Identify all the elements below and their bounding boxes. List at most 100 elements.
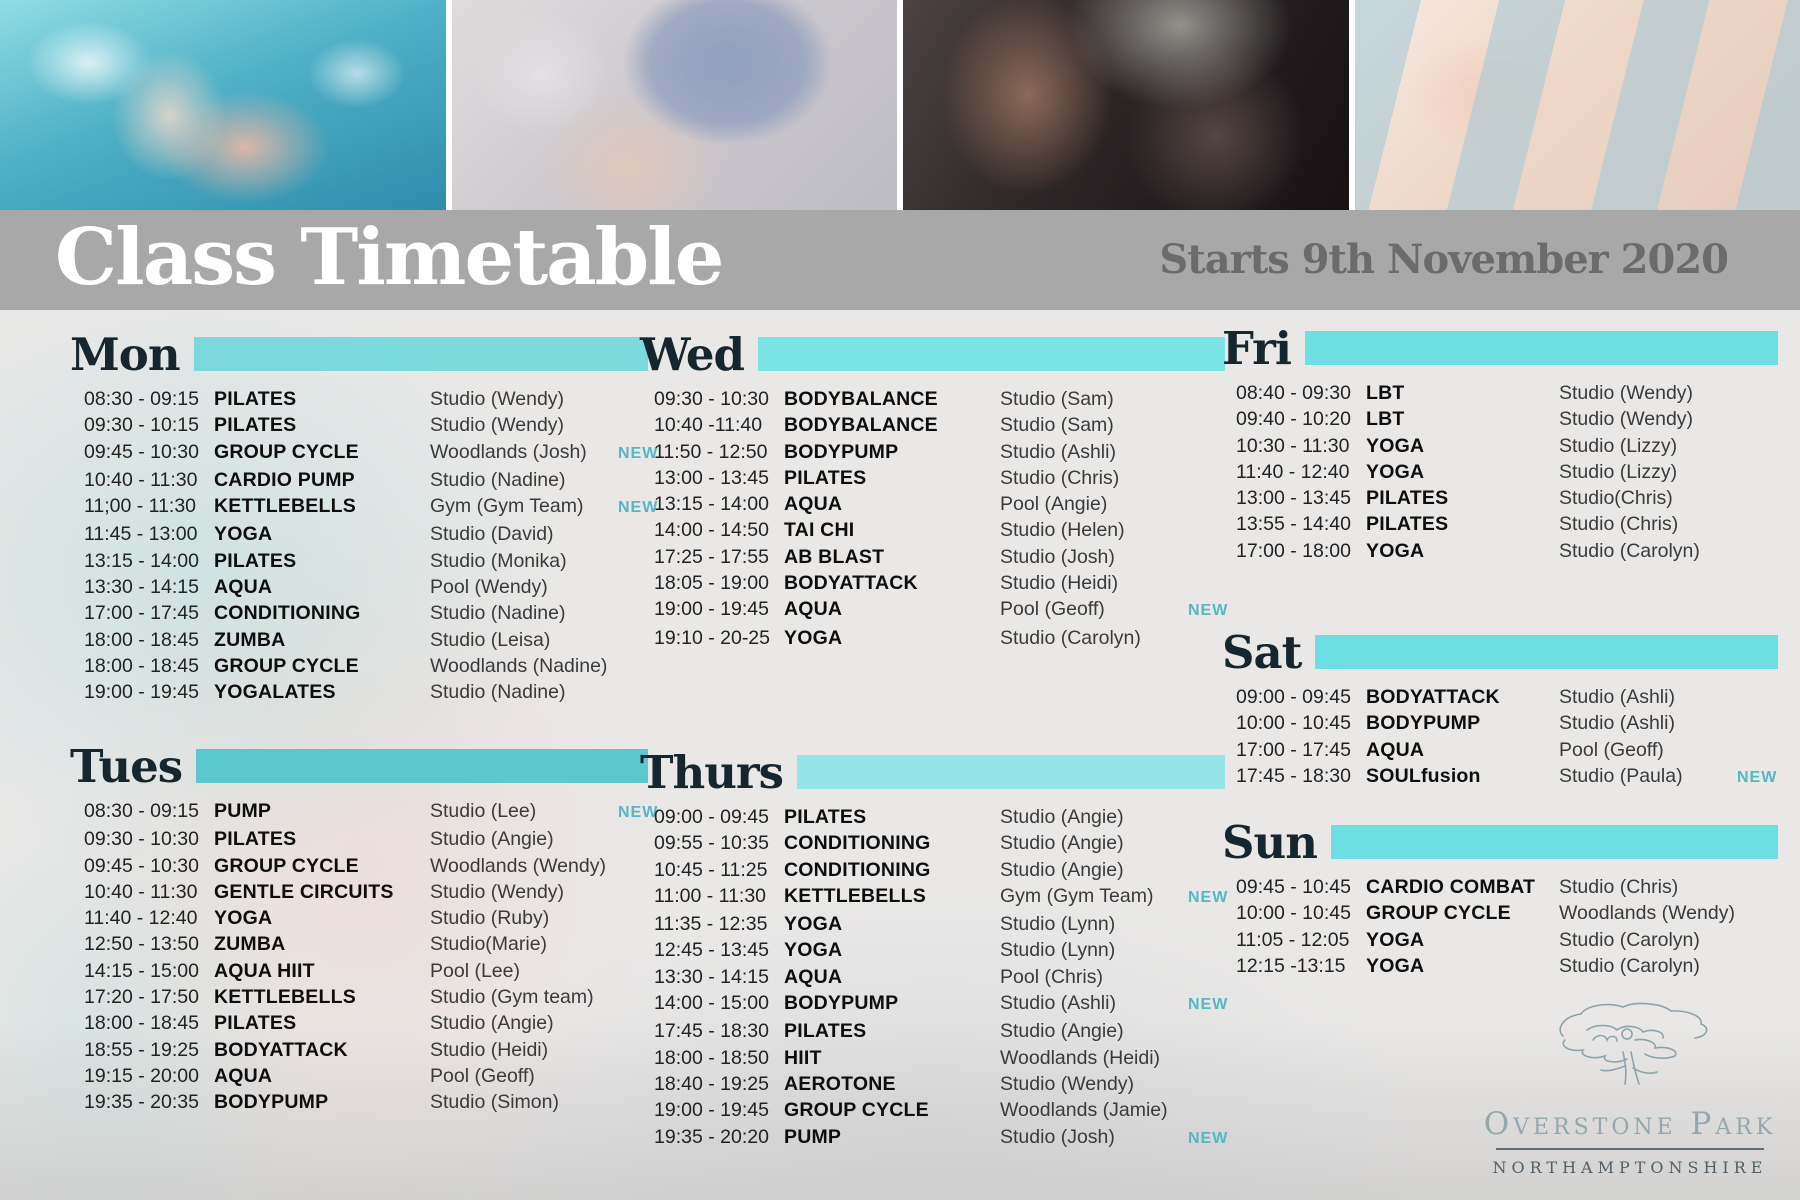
- class-name: YOGA: [1366, 539, 1425, 562]
- class-location: Studio (Wendy): [1559, 382, 1694, 404]
- day-header: Sun: [1222, 816, 1778, 869]
- class-location: Studio (Ashli): [1000, 992, 1116, 1015]
- class-location: Studio (Carolyn): [1559, 928, 1700, 951]
- logo-title: Overstone Park: [1483, 1106, 1777, 1142]
- class-location: Studio (Angie): [430, 1012, 554, 1035]
- class-time: 17:45 - 18:30: [654, 1020, 769, 1043]
- class-row: 10:00 - 10:45 BODYPUMP Studio (Ashli): [1236, 710, 1778, 736]
- new-badge: NEW: [618, 499, 659, 517]
- class-time: 19:00 - 19:45: [654, 1099, 769, 1122]
- tree-sketch-icon: [1559, 1002, 1708, 1085]
- class-location: Studio (Wendy): [1559, 408, 1694, 431]
- class-location: Studio (Wendy): [430, 880, 565, 903]
- class-time: 11:40 - 12:40: [84, 907, 198, 930]
- class-time: 14:00 - 14:50: [654, 519, 769, 542]
- class-time: 18:00 - 18:45: [84, 654, 199, 677]
- class-row: 12:15 -13:15 YOGA Studio (Carolyn): [1236, 953, 1778, 979]
- class-location: Studio (Nadine): [430, 602, 566, 625]
- day-rows: 09:00 - 09:45 PILATES Studio (Angie) 09:55 …: [640, 804, 1227, 1152]
- class-name: PILATES: [784, 466, 867, 489]
- day-section-tues: Tues 08:30 - 09:15 PUMP Studio (Lee) NEW 09:3…: [70, 739, 657, 1116]
- day-section-mon: Mon 08:30 - 09:15 PILATES Studio (Wendy) 09:…: [70, 328, 657, 706]
- class-row: 10:45 - 11:25 CONDITIONING Studio (Angie): [654, 857, 1225, 883]
- class-time: 13:00 - 13:45: [654, 466, 769, 489]
- class-row: 19:15 - 20:00 AQUA Pool (Geoff): [84, 1063, 648, 1089]
- class-location: Studio (Heidi): [1000, 572, 1119, 595]
- class-row: 10:40 - 11:30 GENTLE CIRCUITS Studio (Wend…: [84, 879, 648, 905]
- class-time: 19:00 - 19:45: [84, 681, 199, 704]
- class-row: 18:00 - 18:45 ZUMBA Studio (Leisa): [84, 627, 648, 653]
- day-label: Thurs: [640, 745, 784, 799]
- class-time: 19:35 - 20:20: [654, 1125, 769, 1148]
- class-row: 13:55 - 14:40 PILATES Studio (Chris): [1236, 511, 1778, 537]
- class-time: 09:30 - 10:30: [654, 388, 769, 410]
- overstone-park-logo: Overstone Park NORTHAMPTONSHIRE: [1465, 1000, 1795, 1177]
- class-location: Studio (Wendy): [1000, 1072, 1135, 1095]
- day-label: Tues: [70, 739, 183, 793]
- new-badge: NEW: [1188, 1129, 1229, 1147]
- class-name: PILATES: [1366, 487, 1449, 510]
- class-location: Woodlands (Jamie): [1000, 1099, 1168, 1122]
- class-time: 10:45 - 11:25: [654, 858, 768, 881]
- class-location: Studio (Wendy): [430, 414, 565, 437]
- class-name: KETTLEBELLS: [784, 884, 926, 907]
- day-section-sat: Sat 09:00 - 09:45 BODYATTACK Studio (Ashli)…: [1222, 625, 1778, 791]
- start-date: Starts 9th November 2020: [1159, 236, 1729, 283]
- day-section-sun: Sun 09:45 - 10:45 CARDIO COMBAT Studio (Chr…: [1222, 816, 1778, 979]
- class-name: PILATES: [784, 1020, 867, 1043]
- day-label: Sat: [1222, 625, 1302, 679]
- class-location: Studio (Wendy): [430, 388, 565, 410]
- class-name: PUMP: [784, 1125, 842, 1148]
- class-row: 19:35 - 20:35 BODYPUMP Studio (Simon): [84, 1089, 648, 1115]
- class-location: Studio (Gym team): [430, 986, 594, 1009]
- class-location: Pool (Geoff): [1000, 598, 1105, 621]
- class-location: Studio (Ashli): [1559, 686, 1675, 708]
- class-time: 18:00 - 18:50: [654, 1046, 769, 1069]
- class-location: Studio (Angie): [1000, 832, 1124, 855]
- class-time: 11:50 - 12:50: [654, 440, 768, 463]
- class-time: 13:15 - 14:00: [654, 493, 769, 516]
- class-location: Studio (Josh): [1000, 1125, 1115, 1148]
- class-row: 19:00 - 19:45 YOGALATES Studio (Nadine): [84, 679, 648, 705]
- class-name: PILATES: [214, 549, 297, 572]
- class-time: 09:45 - 10:30: [84, 854, 199, 877]
- class-name: AQUA: [784, 598, 843, 621]
- class-name: PILATES: [214, 1012, 297, 1035]
- class-time: 10:30 - 11:30: [1236, 434, 1350, 457]
- class-name: BODYPUMP: [784, 992, 899, 1015]
- class-row: 19:00 - 19:45 AQUA Pool (Geoff) NEW: [654, 596, 1227, 624]
- day-header: Thurs: [640, 745, 1225, 799]
- class-time: 13:30 - 14:15: [654, 965, 769, 988]
- class-row: 18:00 - 18:45 GROUP CYCLE Woodlands (Nadin…: [84, 653, 648, 679]
- class-row: 13:15 - 14:00 AQUA Pool (Angie): [654, 491, 1225, 517]
- class-name: CONDITIONING: [784, 858, 931, 881]
- class-time: 17:00 - 17:45: [84, 602, 199, 625]
- class-name: PUMP: [214, 800, 272, 822]
- class-time: 09:55 - 10:35: [654, 832, 769, 855]
- class-row: 09:30 - 10:30 PILATES Studio (Angie): [84, 826, 648, 852]
- day-section-fri: Fri 08:40 - 09:30 LBT Studio (Wendy) 09:40 -…: [1222, 322, 1778, 564]
- class-name: ZUMBA: [214, 933, 286, 956]
- class-location: Studio (Lynn): [1000, 939, 1116, 962]
- class-time: 09:40 - 10:20: [1236, 408, 1351, 431]
- day-accent-bar: [1304, 331, 1778, 365]
- class-row: 17:45 - 18:30 SOULfusion Studio (Paula) NEW: [1236, 763, 1778, 791]
- class-row: 18:00 - 18:50 HIIT Woodlands (Heidi): [654, 1045, 1225, 1071]
- class-row: 12:45 - 13:45 YOGA Studio (Lynn): [654, 937, 1225, 963]
- class-name: SOULfusion: [1366, 764, 1481, 787]
- class-name: YOGALATES: [214, 681, 336, 704]
- class-location: Pool (Lee): [430, 959, 520, 982]
- day-rows: 09:30 - 10:30 BODYBALANCE Studio (Sam) 10:4…: [640, 386, 1227, 651]
- class-row: 13:30 - 14:15 AQUA Pool (Wendy): [84, 574, 648, 600]
- class-location: Woodlands (Wendy): [1559, 902, 1735, 925]
- class-row: 17:00 - 18:00 YOGA Studio (Carolyn): [1236, 538, 1778, 564]
- class-location: Studio (Lizzy): [1559, 460, 1678, 483]
- class-name: GENTLE CIRCUITS: [214, 880, 394, 903]
- class-location: Studio (Nadine): [430, 681, 566, 704]
- class-location: Pool (Angie): [1000, 493, 1108, 516]
- class-location: Studio (Carolyn): [1559, 954, 1700, 977]
- class-location: Woodlands (Josh): [430, 440, 587, 463]
- new-badge: NEW: [618, 444, 659, 462]
- day-label: Wed: [640, 327, 745, 381]
- class-row: 17:00 - 17:45 AQUA Pool (Geoff): [1236, 737, 1778, 763]
